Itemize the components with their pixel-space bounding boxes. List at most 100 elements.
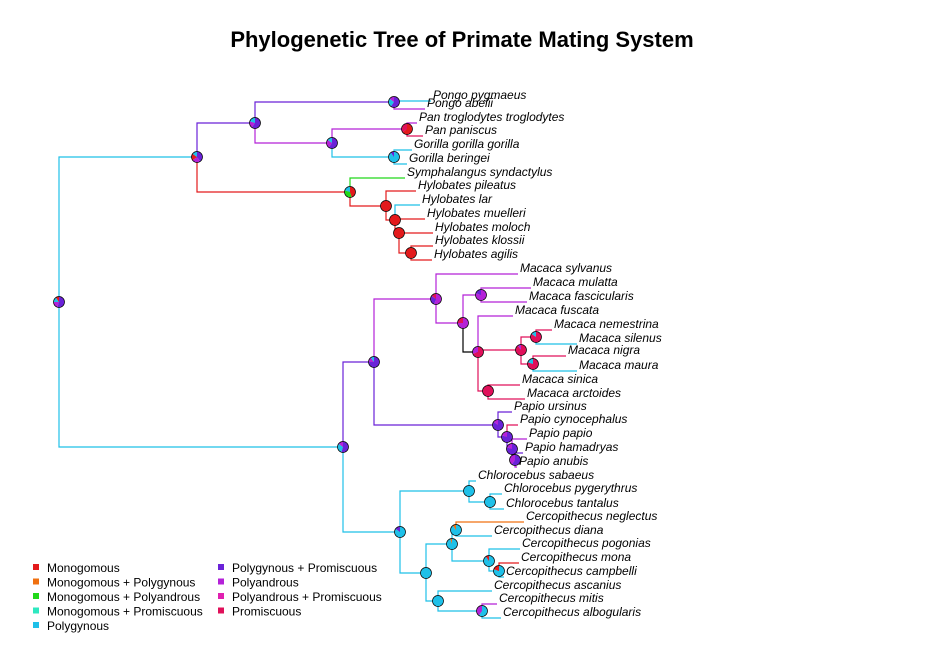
node-pie-chl2 xyxy=(484,496,496,508)
pie-slice xyxy=(53,302,59,308)
tip-label: Papio papio xyxy=(529,426,593,440)
pie-slice xyxy=(476,605,482,616)
pie-outline xyxy=(463,485,475,497)
node-pie-mac4 xyxy=(472,346,484,358)
tree-branch-cerc xyxy=(399,532,426,574)
pie-outline xyxy=(326,137,338,149)
pie-outline xyxy=(337,441,349,453)
pie-slice xyxy=(527,358,533,364)
node-pie-pap xyxy=(368,356,380,368)
tip-label: Cercopithecus diana xyxy=(494,523,604,537)
node-pie-hyl3 xyxy=(389,214,401,226)
tip-label: Pongo pygmaeus xyxy=(433,88,526,102)
tip-label: Pan paniscus xyxy=(425,123,497,137)
pie-outline xyxy=(493,565,505,577)
tree-branch-pan xyxy=(331,128,407,143)
tree-branch-mac2 xyxy=(435,299,463,324)
tip-label: Hylobates klossii xyxy=(435,233,525,247)
pie-slice xyxy=(394,526,406,538)
tip-label: Hylobates lar xyxy=(422,192,493,206)
pie-outline xyxy=(389,214,401,226)
tree-branch-panGor xyxy=(254,123,332,144)
tip-label: Papio hamadryas xyxy=(525,440,618,454)
ancestral-state-pies xyxy=(53,96,542,617)
node-pie-pg xyxy=(249,117,261,129)
pie-outline xyxy=(483,555,495,567)
pie-slice xyxy=(249,117,255,123)
tree-branch-t13 xyxy=(435,273,518,299)
pie-slice xyxy=(370,356,374,362)
pie-outline xyxy=(482,385,494,397)
pie-slice xyxy=(485,555,489,561)
node-pie-mac3 xyxy=(475,289,487,301)
legend-swatch xyxy=(218,607,224,614)
legend-swatch xyxy=(33,564,39,570)
node-pie-cerc5 xyxy=(493,565,505,577)
pie-slice xyxy=(402,123,413,135)
tree-branch-t6 xyxy=(349,177,405,192)
tip-label: Cercopithecus neglectus xyxy=(526,509,657,523)
tip-label: Hylobates pileatus xyxy=(418,178,516,192)
pie-slice xyxy=(506,443,518,455)
pie-slice xyxy=(463,485,475,497)
tip-label: Chlorocebus sabaeus xyxy=(478,468,594,482)
pie-slice xyxy=(457,317,463,323)
pie-outline xyxy=(420,567,432,579)
node-pie-cerc3 xyxy=(450,524,462,536)
tip-label: Cercopithecus mitis xyxy=(499,591,604,605)
pie-slice xyxy=(420,567,432,579)
node-pie-panGor xyxy=(326,137,338,149)
tip-label: Hylobates agilis xyxy=(434,247,518,261)
node-pie-mac6 xyxy=(530,331,542,343)
tip-label: Hylobates muelleri xyxy=(427,206,526,220)
tip-label: Hylobates moloch xyxy=(435,220,531,234)
node-pie-cer xyxy=(337,441,349,453)
pie-outline xyxy=(492,419,504,431)
tree-branch-t15 xyxy=(480,295,527,303)
pie-slice xyxy=(450,524,462,536)
tip-label: Macaca maura xyxy=(579,358,659,372)
legend-item: Monogomous xyxy=(33,561,120,575)
tree-branch-pg xyxy=(196,122,255,157)
pie-slice xyxy=(390,96,400,108)
pie-slice xyxy=(344,186,350,192)
tip-label: Chlorocebus pygerythrus xyxy=(504,481,637,495)
pie-slice xyxy=(452,524,456,530)
tree-branch-t14 xyxy=(480,287,531,295)
tree-branch-mac8 xyxy=(477,352,488,392)
legend-item: Polyandrous + Promiscuous xyxy=(218,590,382,604)
legend-label: Monogomous + Polygynous xyxy=(47,576,195,590)
pie-slice xyxy=(472,346,484,358)
node-pie-hyl2 xyxy=(380,200,392,212)
pie-outline xyxy=(475,289,487,301)
tip-label: Pan troglodytes troglodytes xyxy=(419,110,564,124)
legend-item: Monogomous + Polyandrous xyxy=(33,590,200,604)
node-pie-chl xyxy=(463,485,475,497)
node-pie-pongo xyxy=(388,96,400,108)
pie-slice xyxy=(55,296,59,302)
pie-slice xyxy=(249,121,255,128)
tip-label: Cercopithecus campbelli xyxy=(506,564,637,578)
tip-label: Macaca fascicularis xyxy=(529,289,634,303)
tip-label: Symphalangus syndactylus xyxy=(407,165,552,179)
node-pie-mac8 xyxy=(482,385,494,397)
tip-label: Gorilla beringei xyxy=(409,151,490,165)
tree-branch-mac3 xyxy=(462,294,481,323)
pie-slice xyxy=(509,454,515,465)
node-pie-papio xyxy=(492,419,504,431)
tree-branch-cerc2 xyxy=(425,543,452,573)
pie-outline xyxy=(432,595,444,607)
tip-label: Pongo abelii xyxy=(427,96,493,110)
pie-slice xyxy=(197,151,203,162)
tree-branch-pap xyxy=(342,361,374,447)
pie-outline xyxy=(393,227,405,239)
pie-slice xyxy=(446,538,458,550)
legend-label: Polyandrous + Promiscuous xyxy=(232,590,382,604)
legend-label: Polygynous + Promiscuous xyxy=(232,561,377,575)
tree-branch-papio xyxy=(373,362,498,426)
pie-slice xyxy=(492,419,504,431)
tree-branch-mac xyxy=(373,298,436,362)
tip-label: Cercopithecus albogularis xyxy=(503,605,641,619)
pie-slice xyxy=(501,431,507,437)
pie-outline xyxy=(430,293,442,305)
